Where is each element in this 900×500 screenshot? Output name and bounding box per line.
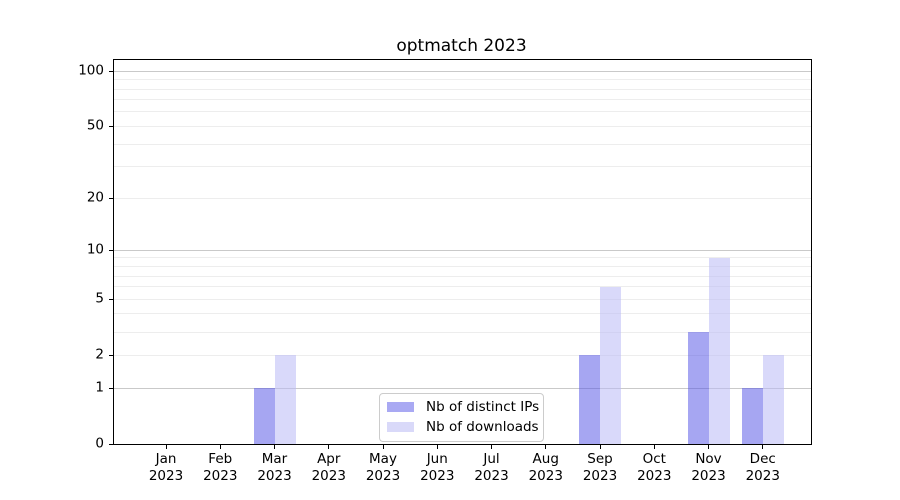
- x-tick-label: Feb 2023: [203, 451, 238, 484]
- x-tick-label: Nov 2023: [691, 451, 726, 484]
- y-tick: [109, 354, 113, 356]
- minor-gridline: [114, 143, 811, 145]
- legend-swatch-distinct-ips: [387, 402, 414, 412]
- x-tick-label: Jan 2023: [148, 451, 184, 484]
- minor-gridline: [114, 166, 811, 168]
- x-tick: [762, 445, 764, 449]
- minor-gridline: [114, 99, 811, 101]
- legend: Nb of distinct IPs Nb of downloads: [379, 393, 544, 442]
- major-gridline: [114, 70, 811, 72]
- minor-gridline: [114, 88, 811, 90]
- x-tick-label: Mar 2023: [257, 451, 292, 484]
- y-tick-label: 0: [95, 435, 104, 452]
- minor-gridline: [114, 111, 811, 113]
- y-tick-label: 100: [78, 62, 104, 79]
- y-tick: [109, 249, 113, 251]
- minor-gridline: [114, 275, 811, 277]
- minor-gridline: [114, 79, 811, 81]
- y-tick: [109, 298, 113, 300]
- y-tick-label: 5: [95, 290, 104, 307]
- x-tick: [653, 445, 655, 449]
- major-gridline: [114, 249, 811, 251]
- chart-title: optmatch 2023: [396, 36, 527, 56]
- x-tick: [165, 445, 167, 449]
- x-tick: [708, 445, 709, 449]
- x-tick: [491, 445, 492, 449]
- y-tick: [109, 125, 113, 127]
- minor-gridline: [114, 125, 811, 127]
- x-tick-label: May 2023: [365, 451, 401, 484]
- x-tick: [219, 445, 221, 449]
- y-tick-label: 20: [86, 189, 104, 206]
- x-tick-label: Jul 2023: [474, 451, 509, 484]
- y-tick: [109, 197, 113, 199]
- y-tick: [109, 443, 113, 445]
- y-tick-label: 2: [95, 346, 104, 363]
- x-tick-label: Oct 2023: [637, 451, 672, 484]
- x-tick-label: Apr 2023: [311, 451, 346, 484]
- bar-downloads: [600, 286, 621, 444]
- x-tick: [274, 445, 275, 449]
- x-tick: [599, 445, 601, 449]
- plot-area: Nb of distinct IPs Nb of downloads 0 1 2 5 1…: [78, 59, 812, 484]
- y-tick-label: 50: [86, 117, 104, 134]
- legend-item-distinct-ips: Nb of distinct IPs: [387, 399, 539, 415]
- bar-downloads: [762, 355, 784, 444]
- x-tick: [545, 445, 547, 449]
- bar-distinct-ips: [253, 388, 275, 444]
- y-tick: [109, 70, 113, 72]
- bar-distinct-ips: [687, 332, 709, 444]
- x-tick-label: Jun 2023: [420, 451, 455, 484]
- x-tick: [328, 445, 330, 449]
- bar-distinct-ips: [579, 355, 600, 444]
- minor-gridline: [114, 257, 811, 259]
- bar-distinct-ips: [741, 388, 763, 444]
- legend-label-downloads: Nb of downloads: [426, 419, 539, 435]
- minor-gridline: [114, 266, 811, 267]
- minor-gridline: [114, 298, 811, 300]
- minor-gridline: [114, 286, 811, 288]
- y-tick-label: 1: [95, 379, 104, 396]
- legend-item-downloads: Nb of downloads: [387, 419, 539, 435]
- y-tick: [109, 387, 113, 389]
- bar-downloads: [708, 257, 730, 444]
- legend-swatch-downloads: [387, 422, 414, 432]
- x-tick: [382, 445, 384, 449]
- y-tick-label: 10: [86, 241, 104, 258]
- x-tick-label: Dec 2023: [745, 451, 780, 484]
- minor-gridline: [114, 313, 811, 315]
- x-tick-label: Aug 2023: [528, 451, 563, 484]
- x-tick-label: Sep 2023: [582, 451, 618, 484]
- x-tick: [436, 445, 438, 449]
- minor-gridline: [114, 197, 811, 199]
- legend-label-distinct-ips: Nb of distinct IPs: [426, 399, 540, 415]
- bar-downloads: [274, 355, 296, 444]
